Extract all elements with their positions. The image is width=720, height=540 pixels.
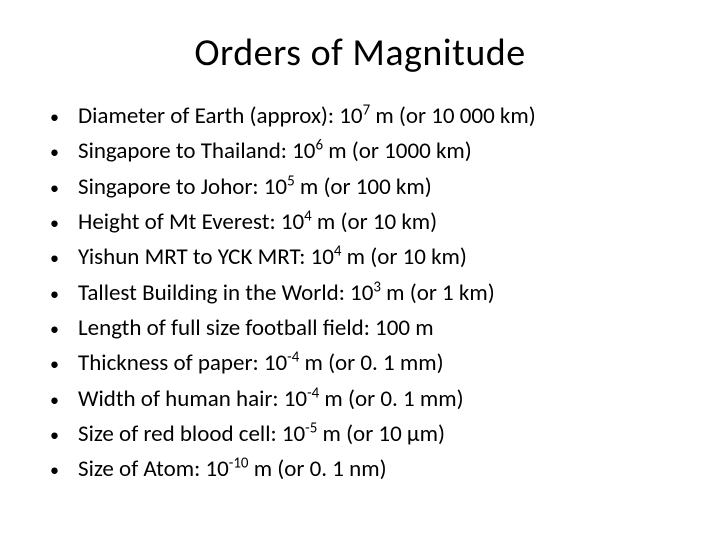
item-prefix: Size of red blood cell: 10 — [78, 420, 305, 448]
bullet-marker-icon: • — [50, 281, 78, 307]
bullet-marker-icon: • — [50, 387, 78, 413]
item-suffix: m (or 0. 1 mm) — [299, 349, 443, 377]
item-exponent: 4 — [304, 207, 312, 225]
list-item: •Singapore to Johor: 105 m (or 100 km) — [50, 171, 680, 204]
item-exponent: 3 — [373, 278, 381, 296]
item-prefix: Tallest Building in the World: 10 — [78, 279, 373, 307]
bullet-marker-icon: • — [50, 104, 78, 130]
item-text: Singapore to Johor: 105 m (or 100 km) — [78, 171, 680, 204]
bullet-marker-icon: • — [50, 210, 78, 236]
list-item: •Length of full size football field: 100… — [50, 312, 680, 345]
item-suffix: m (or 10 000 km) — [370, 102, 536, 130]
bullet-marker-icon: • — [50, 351, 78, 377]
item-exponent: -4 — [287, 349, 299, 367]
item-suffix: m (or 10 km) — [341, 243, 466, 271]
item-prefix: Length of full size football field: 100 … — [78, 314, 434, 342]
item-exponent: 6 — [315, 137, 323, 155]
item-text: Size of red blood cell: 10-5 m (or 10 µm… — [78, 418, 680, 451]
item-prefix: Size of Atom: 10 — [78, 455, 229, 483]
list-item: •Size of red blood cell: 10-5 m (or 10 µ… — [50, 418, 680, 451]
item-text: Tallest Building in the World: 103 m (or… — [78, 277, 680, 310]
item-text: Diameter of Earth (approx): 107 m (or 10… — [78, 100, 680, 133]
item-prefix: Singapore to Thailand: 10 — [78, 137, 315, 165]
list-item: •Height of Mt Everest: 104 m (or 10 km) — [50, 206, 680, 239]
bullet-marker-icon: • — [50, 245, 78, 271]
item-text: Length of full size football field: 100 … — [78, 312, 680, 345]
item-text: Singapore to Thailand: 106 m (or 1000 km… — [78, 135, 680, 168]
item-suffix: m (or 10 km) — [312, 208, 437, 236]
list-item: •Width of human hair: 10-4 m (or 0. 1 mm… — [50, 383, 680, 416]
item-prefix: Singapore to Johor: 10 — [78, 173, 287, 201]
item-text: Height of Mt Everest: 104 m (or 10 km) — [78, 206, 680, 239]
item-prefix: Width of human hair: 10 — [78, 385, 307, 413]
item-prefix: Diameter of Earth (approx): 10 — [78, 102, 363, 130]
item-prefix: Thickness of paper: 10 — [78, 349, 287, 377]
item-text: Width of human hair: 10-4 m (or 0. 1 mm) — [78, 383, 680, 416]
bullet-marker-icon: • — [50, 457, 78, 483]
item-text: Yishun MRT to YCK MRT: 104 m (or 10 km) — [78, 241, 680, 274]
bullet-list: •Diameter of Earth (approx): 107 m (or 1… — [40, 100, 680, 487]
list-item: •Diameter of Earth (approx): 107 m (or 1… — [50, 100, 680, 133]
item-prefix: Height of Mt Everest: 10 — [78, 208, 304, 236]
item-suffix: m (or 1000 km) — [323, 137, 472, 165]
slide-title: Orders of Magnitude — [40, 30, 680, 76]
item-prefix: Yishun MRT to YCK MRT: 10 — [78, 243, 334, 271]
item-exponent: -5 — [305, 419, 317, 437]
list-item: •Size of Atom: 10-10 m (or 0. 1 nm) — [50, 453, 680, 486]
bullet-marker-icon: • — [50, 422, 78, 448]
item-suffix: m (or 0. 1 mm) — [319, 385, 463, 413]
item-exponent: 5 — [287, 172, 295, 190]
bullet-marker-icon: • — [50, 175, 78, 201]
item-text: Thickness of paper: 10-4 m (or 0. 1 mm) — [78, 347, 680, 380]
item-suffix: m (or 10 µm) — [317, 420, 445, 448]
bullet-marker-icon: • — [50, 316, 78, 342]
item-suffix: m (or 100 km) — [295, 173, 432, 201]
item-suffix: m (or 0. 1 nm) — [249, 455, 387, 483]
list-item: •Thickness of paper: 10-4 m (or 0. 1 mm) — [50, 347, 680, 380]
bullet-marker-icon: • — [50, 139, 78, 165]
list-item: •Singapore to Thailand: 106 m (or 1000 k… — [50, 135, 680, 168]
item-suffix: m (or 1 km) — [381, 279, 495, 307]
list-item: •Yishun MRT to YCK MRT: 104 m (or 10 km) — [50, 241, 680, 274]
item-text: Size of Atom: 10-10 m (or 0. 1 nm) — [78, 453, 680, 486]
list-item: •Tallest Building in the World: 103 m (o… — [50, 277, 680, 310]
item-exponent: -4 — [307, 384, 319, 402]
item-exponent: -10 — [229, 455, 249, 473]
